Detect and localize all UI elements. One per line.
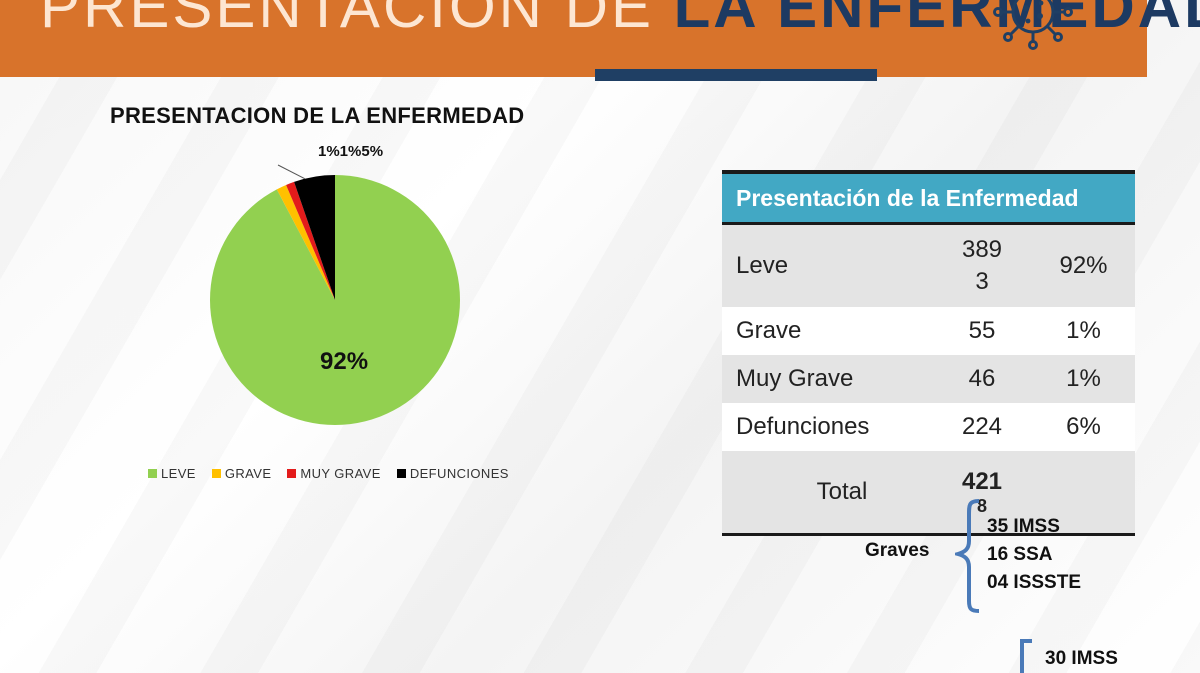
row-pct: 1% [1066,365,1101,392]
table-row-leve: Leve 389 3 92% [722,225,1135,307]
legend-swatch [148,469,157,478]
count-line: 389 [961,236,1003,263]
graves-list: 35 IMSS 16 SSA 04 ISSSTE [987,513,1081,597]
legend-swatch [396,469,406,478]
slice-leve [210,175,460,425]
slice-muy-grave [286,181,335,300]
disease-table: Presentación de la Enfermedad Leve 389 3… [722,170,1135,536]
row-label: Leve [736,252,789,279]
row-count: 55 [968,317,996,344]
legend-item-defunciones: DEFUNCIONES [396,466,509,481]
list-item: 16 SSA [987,544,1053,565]
slice-label-leve: 92% [320,348,369,375]
small-slice-labels: 1%1%5% [318,143,384,160]
legend-label: LEVE [161,466,196,481]
chart-title: PRESENTACION DE LA ENFERMEDAD [110,103,525,128]
legend-swatch [287,469,297,478]
row-pct: 1% [1066,317,1101,344]
row-label: Muy Grave [736,365,854,392]
count-line: 8 [976,495,987,516]
row-count: 421 8 [932,468,1032,517]
count-line: 421 [961,467,1003,495]
row-count: 389 3 [932,234,1032,298]
header-bar: PRESENTACION DE LA ENFERMEDAD [0,0,1200,77]
row-label: Grave [736,317,802,344]
legend-item-muy-grave: MUY GRAVE [287,466,380,481]
row-count: 46 [968,365,996,392]
table-rule [722,533,1135,536]
graves-label: Graves [865,540,930,561]
row-count: 224 [961,413,1003,440]
legend-item-leve: LEVE [148,466,196,481]
bracket-icon [1020,639,1032,673]
table-rule [722,222,1135,225]
row-label: Total [816,478,868,505]
slice-defunciones [294,175,335,300]
count-line: 3 [975,268,989,295]
table-rule [722,170,1135,174]
list-item: 35 IMSS [987,516,1060,537]
leader-line [277,164,305,180]
list-item: 04 ISSSTE [987,572,1081,593]
chart-legend: LEVE GRAVE MUY GRAVE DEFUNCIONES [148,466,509,481]
table-row-defunciones: Defunciones 224 6% [722,403,1135,451]
slice-grave [276,184,335,300]
row-pct: 6% [1066,413,1101,440]
row-label: Defunciones [736,413,870,440]
legend-label: DEFUNCIONES [409,466,509,481]
header-underline [595,69,877,81]
page-title: PRESENTACION DE LA ENFERMEDAD [40,0,1200,40]
table-header: Presentación de la Enfermedad [722,174,1135,222]
legend-label: MUY GRAVE [300,466,381,481]
legend-item-grave: GRAVE [211,466,272,481]
table-row-muy-grave: Muy Grave 46 1% [722,355,1135,403]
table-row-grave: Grave 55 1% [722,307,1135,355]
virus-icon [993,0,1073,50]
legend-swatch [211,469,221,478]
table-row-total: Total 421 8 [722,451,1135,533]
legend-label: GRAVE [224,466,272,481]
row-pct: 92% [1059,252,1108,279]
brace-icon [955,499,980,613]
pie-chart [210,164,460,425]
second-group-item: 30 IMSS [1045,648,1118,669]
